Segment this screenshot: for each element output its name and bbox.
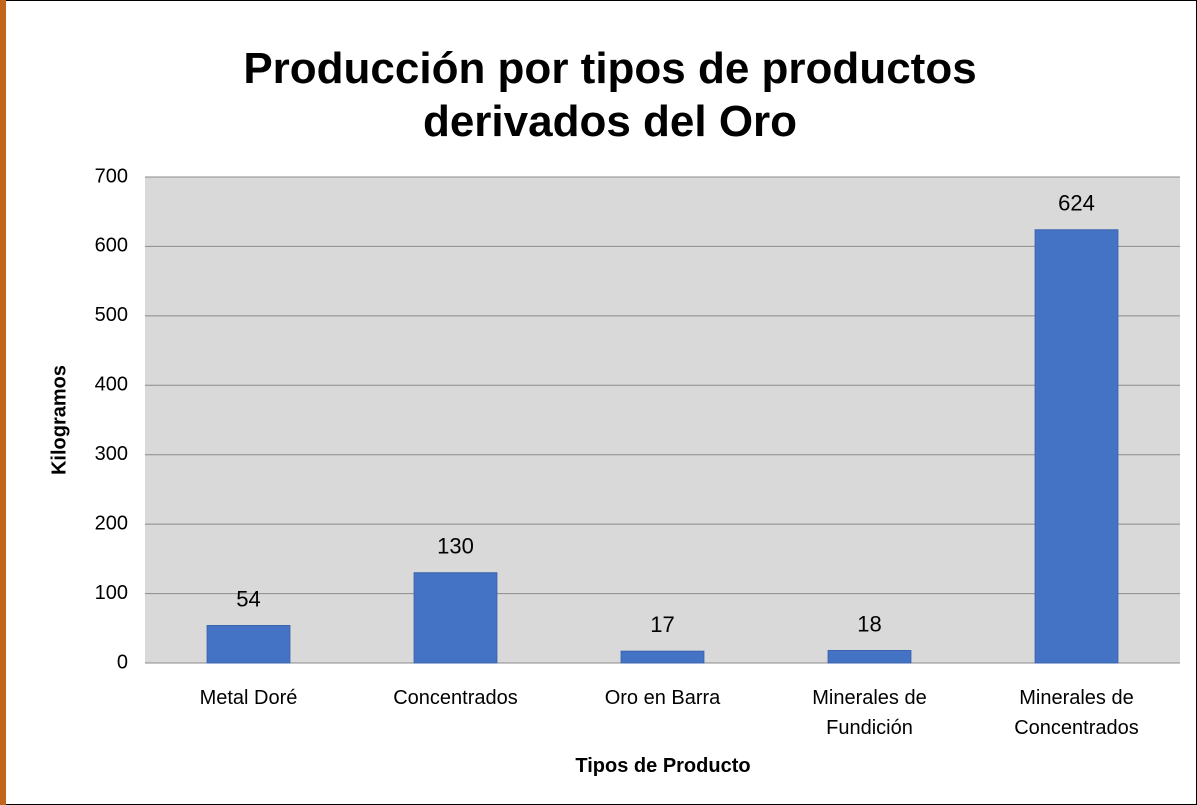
plot-area bbox=[145, 177, 1180, 663]
y-tick-label: 400 bbox=[95, 374, 128, 396]
data-label: 130 bbox=[437, 534, 474, 559]
x-tick-label: Metal Doré bbox=[199, 687, 298, 709]
bar bbox=[620, 650, 705, 664]
bar bbox=[827, 650, 912, 664]
bar bbox=[206, 625, 291, 664]
y-tick-label: 700 bbox=[95, 165, 128, 187]
y-axis-label: Kilogramos bbox=[48, 365, 70, 475]
data-label: 17 bbox=[650, 612, 674, 637]
bar bbox=[1034, 229, 1119, 664]
x-tick-label: Minerales de Fundición bbox=[812, 687, 927, 739]
y-tick-label: 500 bbox=[95, 304, 128, 326]
y-tick-label: 100 bbox=[95, 582, 128, 604]
bar bbox=[413, 572, 498, 664]
x-tick-label: Concentrados bbox=[393, 687, 518, 709]
x-tick-label: Oro en Barra bbox=[604, 687, 721, 709]
y-tick-label: 200 bbox=[95, 512, 128, 534]
x-axis-label: Tipos de Producto bbox=[575, 755, 751, 777]
x-tick-label: Minerales de Concentrados bbox=[1014, 687, 1139, 739]
data-label: 18 bbox=[857, 611, 881, 636]
page-edge bbox=[0, 0, 6, 805]
y-tick-label: 300 bbox=[95, 443, 128, 465]
data-label: 54 bbox=[236, 586, 260, 611]
chart-title: Producción por tipos de productos deriva… bbox=[243, 44, 977, 146]
data-label: 624 bbox=[1058, 191, 1095, 216]
y-tick-label: 600 bbox=[95, 235, 128, 257]
y-tick-label: 0 bbox=[117, 651, 128, 673]
